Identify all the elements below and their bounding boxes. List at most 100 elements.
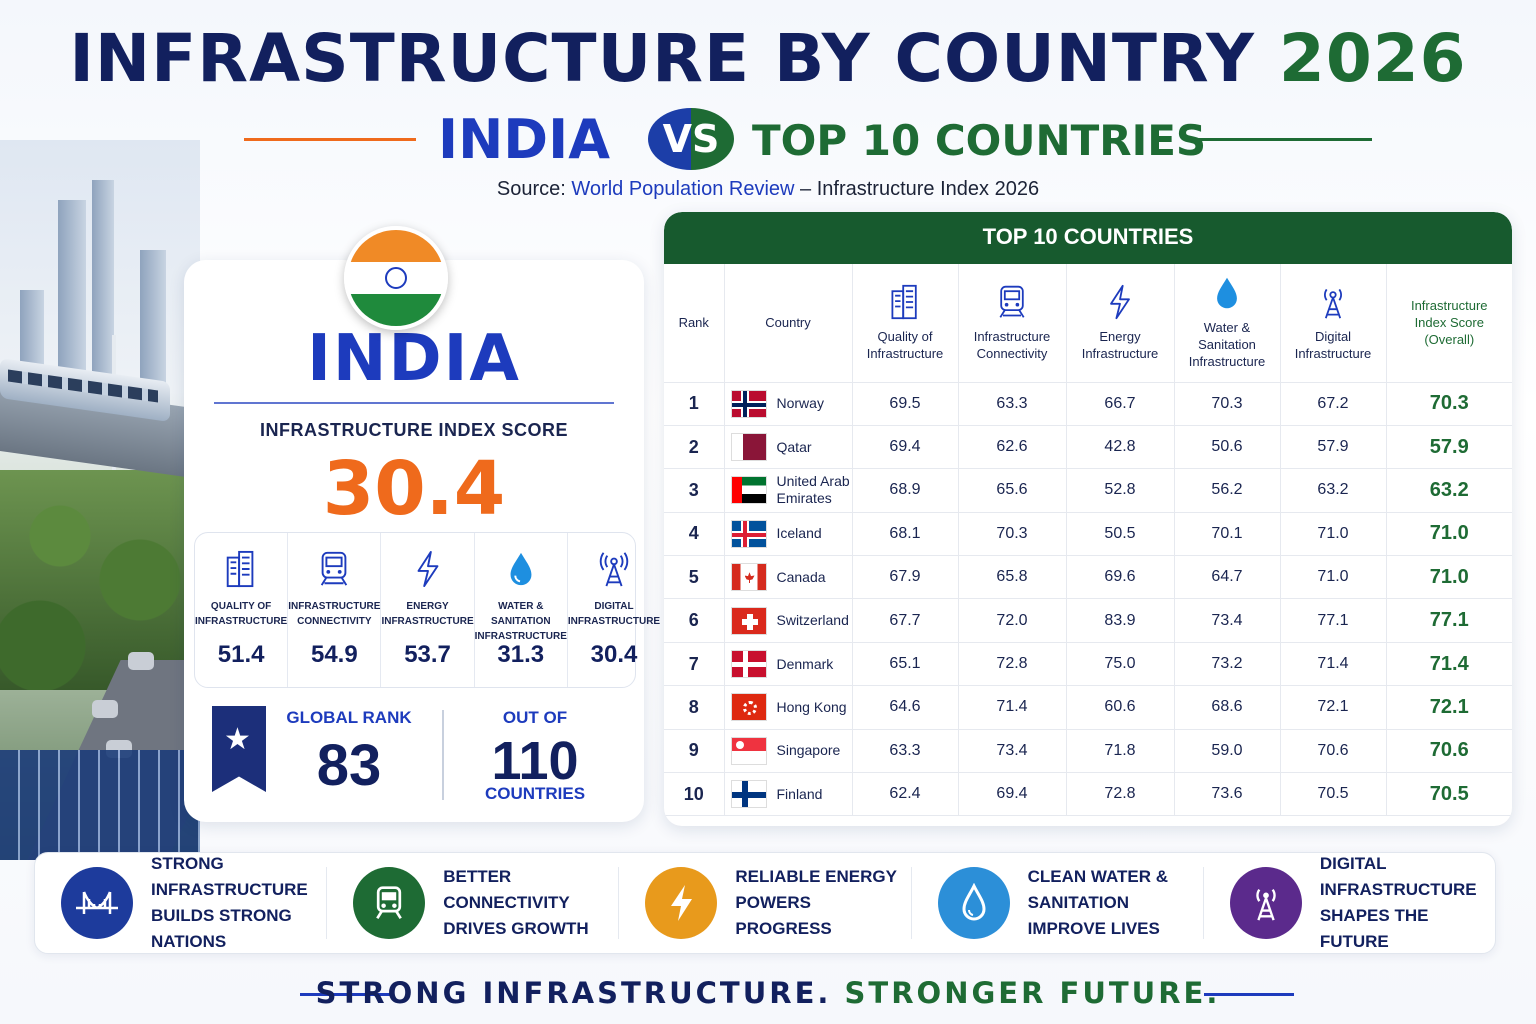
col-header-digital: Digital Infrastructure xyxy=(1280,264,1387,383)
out-of-label: OUT OF xyxy=(502,708,568,727)
subscore-value: 31.3 xyxy=(497,641,545,668)
message-water: CLEAN WATER & SANITATION IMPROVE LIVES xyxy=(912,867,1204,939)
antenna-icon xyxy=(599,552,629,587)
table-row: 10 Finland 62.4 69.4 72.8 73.6 70.5 70.5 xyxy=(664,772,1512,817)
norway-flag-icon xyxy=(730,389,767,418)
country-cell: United Arab Emirates xyxy=(724,468,853,513)
table-cell: 1 xyxy=(664,382,725,426)
table-cell: 72.1 xyxy=(1386,685,1512,730)
tagline: STRONG INFRASTRUCTURE. STRONGER FUTURE. xyxy=(315,976,1221,1010)
table-cell: 66.7 xyxy=(1066,382,1175,426)
table-cell: 83.9 xyxy=(1066,598,1175,643)
table-cell: 73.4 xyxy=(958,729,1067,774)
table-row: 3 United Arab Emirates 68.9 65.6 52.8 56.2 63… xyxy=(664,468,1512,513)
building-icon xyxy=(891,284,917,319)
table-row: 9 Singapore 63.3 73.4 71.8 59.0 70.6 70.6 xyxy=(664,729,1512,774)
col-header-connectivity: Infrastructure Connectivity xyxy=(958,264,1067,383)
country-cell: Singapore xyxy=(724,729,853,774)
subscore-water: WATER & SANITATION INFRASTRUCTURE 31.3 xyxy=(475,533,568,687)
table-cell: 70.1 xyxy=(1174,512,1281,557)
table-cell: 63.3 xyxy=(958,382,1067,426)
table-cell: 56.2 xyxy=(1174,468,1281,513)
table-cell: 71.0 xyxy=(1280,512,1387,557)
water-drop-icon xyxy=(937,867,1010,939)
table-cell: 67.2 xyxy=(1280,382,1387,426)
subscore-digital: DIGITAL INFRASTRUCTURE 30.4 xyxy=(568,533,660,687)
table-cell: 7 xyxy=(664,642,725,687)
table-cell: 4 xyxy=(664,512,725,557)
subscore-energy: ENERGY INFRASTRUCTURE 53.7 xyxy=(381,533,475,687)
country-cell: Hong Kong xyxy=(724,685,853,730)
table-cell: 71.4 xyxy=(958,685,1067,730)
country-cell: Finland xyxy=(724,772,853,817)
table-cell: 73.2 xyxy=(1174,642,1281,687)
table-cell: 71.0 xyxy=(1386,512,1512,557)
table-cell: 71.8 xyxy=(1066,729,1175,774)
water-drop-icon xyxy=(510,552,532,586)
col-header-water: Water & Sanitation Infrastructure xyxy=(1174,264,1281,383)
table-cell: 64.6 xyxy=(852,685,959,730)
denmark-flag-icon xyxy=(730,650,767,679)
subscore-value: 54.9 xyxy=(310,641,358,668)
table-row: 8 Hong Kong 64.6 71.4 60.6 68.6 72.1 72.1 xyxy=(664,685,1512,730)
table-cell: 75.0 xyxy=(1066,642,1175,687)
subscore-quality: QUALITY OF INFRASTRUCTURE 51.4 xyxy=(195,533,289,687)
table-cell: 65.8 xyxy=(958,555,1067,600)
table-cell: 73.6 xyxy=(1174,772,1281,817)
table-cell: 63.2 xyxy=(1386,468,1512,513)
country-cell: Iceland xyxy=(724,512,853,557)
singapore-flag-icon xyxy=(730,736,767,765)
table-row: 6 Switzerland 67.7 72.0 83.9 73.4 77.1 77.1 xyxy=(664,598,1512,643)
table-cell: 72.1 xyxy=(1280,685,1387,730)
table-cell: 70.3 xyxy=(1174,382,1281,426)
col-header-energy: Energy Infrastructure xyxy=(1066,264,1175,383)
subscore-value: 30.4 xyxy=(590,641,638,668)
table-cell: 10 xyxy=(664,772,725,817)
table-cell: 50.5 xyxy=(1066,512,1175,557)
col-header-rank: Rank xyxy=(664,264,725,383)
table-cell: 59.0 xyxy=(1174,729,1281,774)
comparison-heading: INDIA VS TOP 10 COUNTRIES xyxy=(0,108,1536,172)
table-cell: 62.4 xyxy=(852,772,959,817)
table-row: 1 Norway 69.5 63.3 66.7 70.3 67.2 70.3 xyxy=(664,382,1512,426)
table-cell: 71.0 xyxy=(1386,555,1512,600)
table-cell: 60.6 xyxy=(1066,685,1175,730)
table-cell: 2 xyxy=(664,425,725,470)
lightning-icon xyxy=(417,550,438,588)
table-cell: 70.5 xyxy=(1386,772,1512,817)
iceland-flag-icon xyxy=(730,519,767,548)
divider xyxy=(442,710,444,800)
table-cell: 8 xyxy=(664,685,725,730)
table-cell: 68.6 xyxy=(1174,685,1281,730)
table-cell: 69.4 xyxy=(958,772,1067,817)
table-cell: 72.8 xyxy=(958,642,1067,687)
country-cell: Switzerland xyxy=(724,598,853,643)
global-rank-label: GLOBAL RANK xyxy=(286,708,412,727)
message-infrastructure: STRONG INFRASTRUCTURE BUILDS STRONG NATIO… xyxy=(35,854,328,951)
hong-kong-flag-icon xyxy=(730,693,767,722)
table-cell: 52.8 xyxy=(1066,468,1175,513)
country-cell: Norway xyxy=(724,382,853,426)
table-cell: 73.4 xyxy=(1174,598,1281,643)
table-cell: 72.8 xyxy=(1066,772,1175,817)
message-connectivity: BETTER CONNECTIVITY DRIVES GROWTH xyxy=(327,867,620,939)
table-cell: 68.1 xyxy=(852,512,959,557)
out-of-unit: COUNTRIES xyxy=(484,784,586,803)
col-header-country: Country xyxy=(724,264,853,383)
antenna-icon xyxy=(1229,867,1302,939)
table-cell: 70.5 xyxy=(1280,772,1387,817)
table-cell: 70.6 xyxy=(1280,729,1387,774)
score-label: INFRASTRUCTURE INDEX SCORE xyxy=(259,420,568,440)
key-messages-banner: STRONG INFRASTRUCTURE BUILDS STRONG NATIO… xyxy=(34,852,1496,954)
top-countries-table: Rank Country Quality of Infrastructure In… xyxy=(664,264,1512,817)
table-cell: 77.1 xyxy=(1386,598,1512,643)
table-cell: 70.6 xyxy=(1386,729,1512,774)
table-row: 2 Qatar 69.4 62.6 42.8 50.6 57.9 57.9 xyxy=(664,425,1512,470)
message-digital: DIGITAL INFRASTRUCTURE SHAPES THE FUTURE xyxy=(1204,854,1495,951)
table-cell: 71.4 xyxy=(1386,642,1512,687)
india-subscores: QUALITY OF INFRASTRUCTURE 51.4 INFRASTRUC… xyxy=(194,532,660,688)
antenna-icon xyxy=(1324,288,1342,319)
country-cell: Canada xyxy=(724,555,853,600)
india-card: INDIA INFRASTRUCTURE INDEX SCORE 30.4 QU… xyxy=(184,260,660,822)
subscore-connectivity: INFRASTRUCTURE CONNECTIVITY 54.9 xyxy=(288,533,382,687)
